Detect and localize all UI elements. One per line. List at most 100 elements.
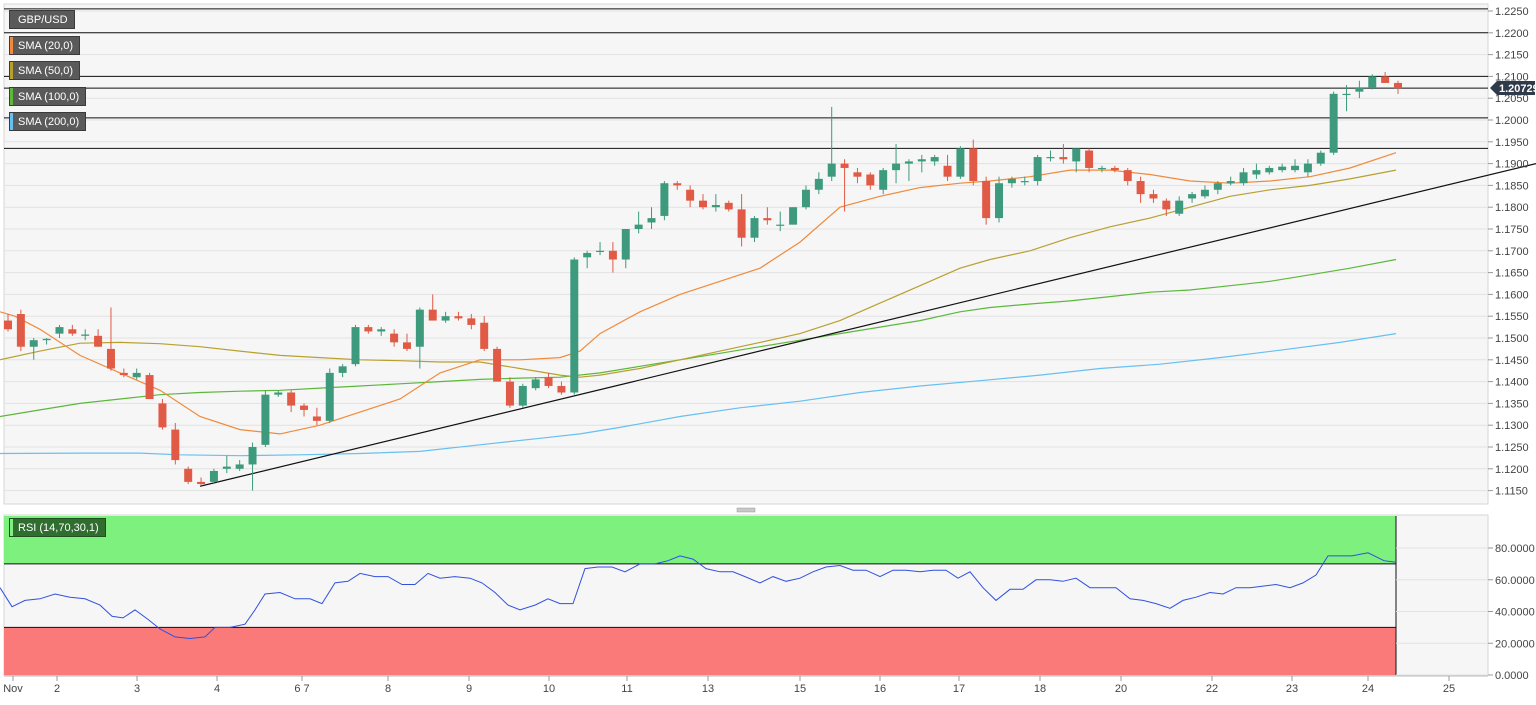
candle-body bbox=[184, 468, 193, 482]
candle bbox=[119, 368, 128, 378]
candle bbox=[1188, 191, 1197, 203]
price-horizontal-levels bbox=[4, 8, 1488, 149]
price-tick-label: 1.1250 bbox=[1495, 442, 1529, 454]
price-tick-label: 1.1650 bbox=[1495, 268, 1529, 280]
candle bbox=[197, 477, 206, 487]
candle-body bbox=[158, 403, 167, 428]
price-tick-label: 1.2100 bbox=[1495, 71, 1529, 83]
candle-body bbox=[300, 405, 309, 410]
candle-body bbox=[248, 447, 257, 465]
candle-body bbox=[995, 183, 1004, 219]
candle-body bbox=[287, 392, 296, 406]
candle bbox=[1291, 159, 1300, 173]
legend-rsi-label: RSI (14,70,30,1) bbox=[18, 522, 99, 534]
candle-body bbox=[647, 218, 656, 223]
candle-body bbox=[1175, 200, 1184, 214]
legend-sma200[interactable]: SMA (200,0) bbox=[9, 112, 87, 131]
price-tick-label: 1.1800 bbox=[1495, 202, 1529, 214]
candle bbox=[737, 194, 746, 247]
legend-sma50[interactable]: SMA (50,0) bbox=[9, 61, 81, 80]
rsi-tick-label: 80.0000 bbox=[1495, 543, 1535, 555]
price-tick-label: 1.2050 bbox=[1495, 93, 1529, 105]
candle bbox=[1239, 167, 1248, 186]
legend-sma100[interactable]: SMA (100,0) bbox=[9, 87, 87, 106]
panel-splitter-handle[interactable] bbox=[736, 507, 756, 513]
candle-body bbox=[596, 250, 605, 252]
candle bbox=[840, 159, 849, 212]
candle bbox=[467, 314, 476, 330]
candle-body bbox=[1252, 170, 1261, 175]
candle bbox=[866, 172, 875, 190]
candle-body bbox=[814, 178, 823, 190]
candle-body bbox=[1097, 167, 1106, 170]
candle bbox=[132, 368, 141, 380]
candle-body bbox=[1278, 166, 1287, 171]
candle bbox=[1110, 165, 1119, 173]
candle-body bbox=[1200, 189, 1209, 197]
candle-body bbox=[879, 170, 888, 190]
candle-body bbox=[660, 183, 669, 216]
candle bbox=[1226, 176, 1235, 186]
candle-body bbox=[132, 372, 141, 378]
candle bbox=[1316, 150, 1325, 166]
candle bbox=[763, 207, 772, 225]
candle-body bbox=[608, 250, 617, 260]
candle-body bbox=[338, 366, 347, 373]
candle bbox=[1303, 159, 1312, 177]
candle bbox=[1394, 80, 1402, 94]
x-tick-label: 20 bbox=[1115, 683, 1127, 695]
candle bbox=[68, 324, 77, 336]
candle-body bbox=[1110, 167, 1119, 171]
candle-body bbox=[377, 329, 386, 332]
legend-sma50-label: SMA (50,0) bbox=[18, 65, 74, 77]
x-tick-label: 13 bbox=[702, 683, 714, 695]
candle bbox=[1059, 143, 1068, 164]
candle bbox=[789, 207, 798, 225]
candle bbox=[724, 200, 733, 212]
candle-body bbox=[145, 375, 154, 400]
candle bbox=[711, 194, 720, 212]
candles bbox=[4, 72, 1402, 491]
candle bbox=[892, 143, 901, 184]
candle-body bbox=[711, 205, 720, 208]
legend-rsi[interactable]: RSI (14,70,30,1) bbox=[9, 518, 106, 537]
candle-body bbox=[1072, 148, 1081, 162]
candle-body bbox=[1265, 167, 1274, 173]
candle bbox=[930, 154, 939, 166]
candle bbox=[428, 294, 437, 321]
sma20-line bbox=[0, 152, 1397, 435]
candle-body bbox=[106, 348, 115, 369]
candle bbox=[106, 307, 115, 371]
price-tick-label: 1.1850 bbox=[1495, 180, 1529, 192]
candle bbox=[248, 442, 257, 491]
candle-body bbox=[1059, 157, 1068, 160]
candle bbox=[493, 346, 502, 382]
candle bbox=[1085, 148, 1094, 173]
rsi-tick-label: 40.0000 bbox=[1495, 607, 1535, 619]
candle-body bbox=[737, 209, 746, 238]
candle-body bbox=[325, 372, 334, 421]
candle bbox=[1265, 165, 1274, 175]
candle bbox=[222, 455, 231, 474]
candle-body bbox=[351, 327, 360, 365]
candle-body bbox=[441, 316, 450, 321]
candle-body bbox=[776, 224, 785, 226]
x-tick-label: 4 bbox=[214, 683, 220, 695]
candle-body bbox=[1239, 172, 1248, 184]
price-tick-label: 1.1400 bbox=[1495, 377, 1529, 389]
legend-symbol[interactable]: GBP/USD bbox=[9, 10, 75, 29]
candle bbox=[415, 307, 424, 369]
trendline bbox=[199, 163, 1536, 487]
candle bbox=[1136, 176, 1145, 203]
candle-body bbox=[1342, 93, 1351, 96]
candle-body bbox=[428, 309, 437, 321]
candle-body bbox=[222, 466, 231, 469]
candle bbox=[634, 211, 643, 234]
candle bbox=[1175, 196, 1184, 216]
candle bbox=[42, 338, 51, 345]
candle bbox=[480, 316, 489, 352]
price-tick-label: 1.1500 bbox=[1495, 333, 1529, 345]
candle-body bbox=[1291, 165, 1300, 171]
candle bbox=[686, 185, 695, 208]
legend-sma20[interactable]: SMA (20,0) bbox=[9, 36, 81, 55]
